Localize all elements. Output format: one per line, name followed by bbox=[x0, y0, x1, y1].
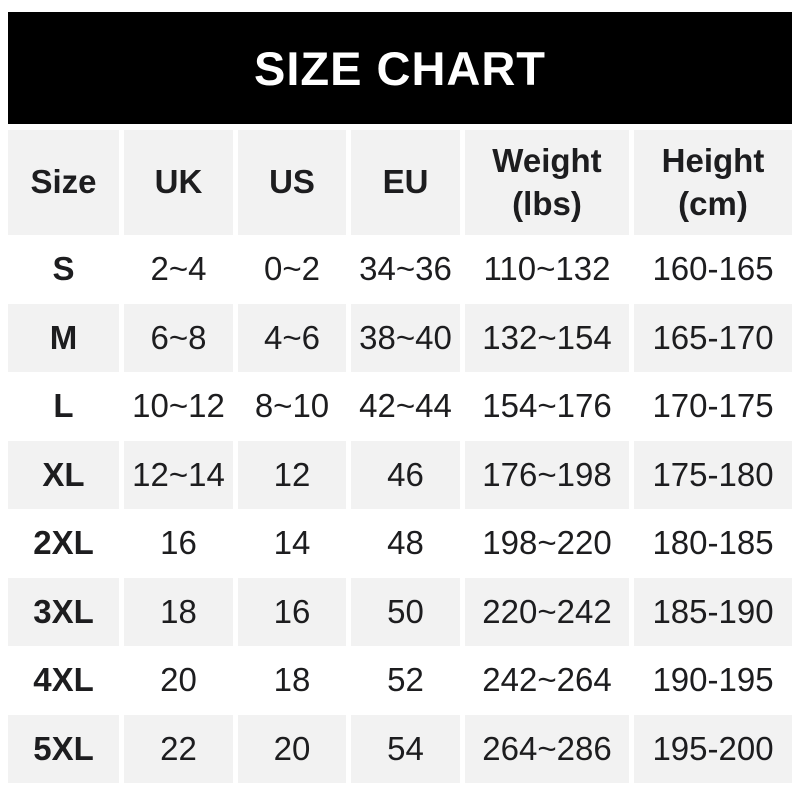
table-cell: M bbox=[8, 303, 119, 372]
table-cell: 264~286 bbox=[465, 714, 629, 783]
header-cell: Weight (lbs) bbox=[465, 130, 629, 235]
table-row: 5XL 22 20 54 264~286 195-200 bbox=[8, 714, 792, 783]
table-cell: 12 bbox=[238, 440, 346, 509]
table-row: XL 12~14 12 46 176~198 175-180 bbox=[8, 440, 792, 509]
table-cell: 8~10 bbox=[238, 372, 346, 441]
table-cell: 20 bbox=[124, 646, 233, 715]
table-row: 4XL 20 18 52 242~264 190-195 bbox=[8, 646, 792, 715]
table-cell: XL bbox=[8, 440, 119, 509]
table-cell: 242~264 bbox=[465, 646, 629, 715]
table-cell: 14 bbox=[238, 509, 346, 578]
header-cell: UK bbox=[124, 130, 233, 235]
header-cell: Height (cm) bbox=[634, 130, 792, 235]
table-cell: 12~14 bbox=[124, 440, 233, 509]
table-cell: 220~242 bbox=[465, 577, 629, 646]
header-cell: Size bbox=[8, 130, 119, 235]
size-chart-table: Size UK US EU Weight (lbs) Height (cm) S 2~4 0~2… bbox=[8, 130, 792, 783]
table-cell: 16 bbox=[124, 509, 233, 578]
table-cell: 20 bbox=[238, 714, 346, 783]
table-cell: 3XL bbox=[8, 577, 119, 646]
table-row: M 6~8 4~6 38~40 132~154 165-170 bbox=[8, 303, 792, 372]
table-cell: 2XL bbox=[8, 509, 119, 578]
table-cell: 22 bbox=[124, 714, 233, 783]
header-cell: US bbox=[238, 130, 346, 235]
table-cell: L bbox=[8, 372, 119, 441]
table-cell: 154~176 bbox=[465, 372, 629, 441]
table-row: S 2~4 0~2 34~36 110~132 160-165 bbox=[8, 235, 792, 304]
table-cell: 18 bbox=[124, 577, 233, 646]
table-header-row: Size UK US EU Weight (lbs) Height (cm) bbox=[8, 130, 792, 235]
size-chart-banner: SIZE CHART bbox=[8, 12, 792, 124]
table-cell: 48 bbox=[351, 509, 460, 578]
table-cell: 16 bbox=[238, 577, 346, 646]
table-cell: 170-175 bbox=[634, 372, 792, 441]
table-row: 2XL 16 14 48 198~220 180-185 bbox=[8, 509, 792, 578]
table-cell: 175-180 bbox=[634, 440, 792, 509]
header-cell: EU bbox=[351, 130, 460, 235]
table-cell: 132~154 bbox=[465, 303, 629, 372]
table-cell: 195-200 bbox=[634, 714, 792, 783]
table-cell: 5XL bbox=[8, 714, 119, 783]
table-cell: 54 bbox=[351, 714, 460, 783]
table-cell: 52 bbox=[351, 646, 460, 715]
table-cell: 185-190 bbox=[634, 577, 792, 646]
table-cell: 18 bbox=[238, 646, 346, 715]
table-cell: 198~220 bbox=[465, 509, 629, 578]
table-cell: 42~44 bbox=[351, 372, 460, 441]
size-chart-title: SIZE CHART bbox=[254, 41, 546, 95]
table-cell: 176~198 bbox=[465, 440, 629, 509]
table-row: L 10~12 8~10 42~44 154~176 170-175 bbox=[8, 372, 792, 441]
table-cell: 38~40 bbox=[351, 303, 460, 372]
table-row: 3XL 18 16 50 220~242 185-190 bbox=[8, 577, 792, 646]
table-cell: 165-170 bbox=[634, 303, 792, 372]
table-cell: S bbox=[8, 235, 119, 304]
table-cell: 190-195 bbox=[634, 646, 792, 715]
table-cell: 2~4 bbox=[124, 235, 233, 304]
table-cell: 10~12 bbox=[124, 372, 233, 441]
table-cell: 50 bbox=[351, 577, 460, 646]
table-cell: 0~2 bbox=[238, 235, 346, 304]
table-cell: 180-185 bbox=[634, 509, 792, 578]
table-cell: 110~132 bbox=[465, 235, 629, 304]
table-cell: 4~6 bbox=[238, 303, 346, 372]
table-cell: 46 bbox=[351, 440, 460, 509]
table-cell: 34~36 bbox=[351, 235, 460, 304]
table-cell: 6~8 bbox=[124, 303, 233, 372]
table-cell: 4XL bbox=[8, 646, 119, 715]
table-cell: 160-165 bbox=[634, 235, 792, 304]
